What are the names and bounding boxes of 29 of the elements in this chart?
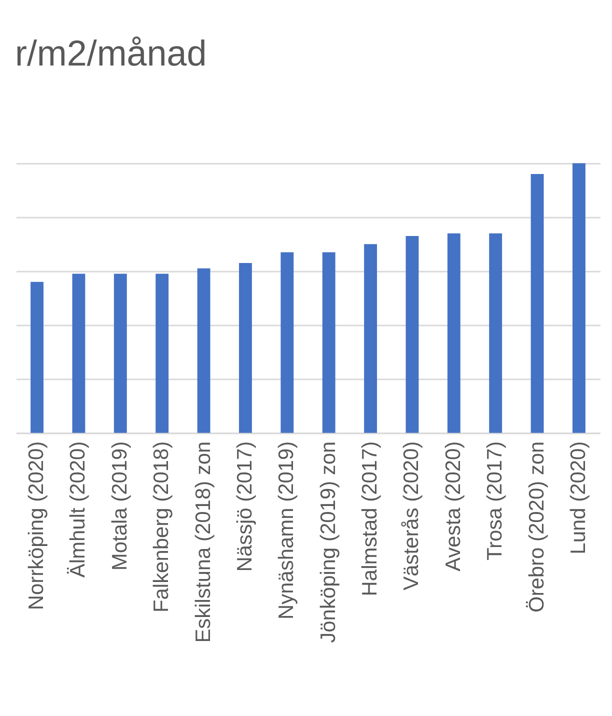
x-tick-label: Nynäshamn (2019) <box>275 441 298 620</box>
bar <box>156 274 169 433</box>
x-tick-label: Avesta (2020) <box>442 441 465 572</box>
bar <box>322 252 336 433</box>
x-tick-label: Trosa (2017) <box>484 441 507 560</box>
bar <box>489 233 502 433</box>
x-tick-label: Örebro (2020) zon <box>525 441 548 613</box>
bar <box>30 282 44 433</box>
bar <box>239 263 252 433</box>
bar <box>572 163 586 433</box>
bar <box>280 252 294 433</box>
bar <box>72 274 86 433</box>
x-tick-label: Falkenberg (2018) <box>150 441 174 613</box>
chart-title: r/m2/månad <box>14 32 207 74</box>
x-tick-label: Motala (2019) <box>108 441 132 571</box>
x-tick-label: Älmhult (2020) <box>66 441 90 578</box>
bar <box>447 233 460 433</box>
bar <box>364 244 377 433</box>
x-tick-label: Lund (2020) <box>566 441 590 554</box>
x-tick-label: Jönköping (2019) zon <box>316 441 340 643</box>
bar <box>406 236 419 433</box>
x-tick-label: Norrköping (2020) <box>25 441 48 610</box>
bar <box>530 174 544 433</box>
bar <box>197 268 210 433</box>
x-tick-label: Eskilstuna (2018) zon <box>192 441 215 643</box>
bar <box>114 274 127 433</box>
x-tick-label: Halmstad (2017) <box>358 441 382 596</box>
x-tick-label: Västerås (2020) <box>400 441 424 590</box>
x-tick-label: Nässjö (2017) <box>233 441 256 572</box>
